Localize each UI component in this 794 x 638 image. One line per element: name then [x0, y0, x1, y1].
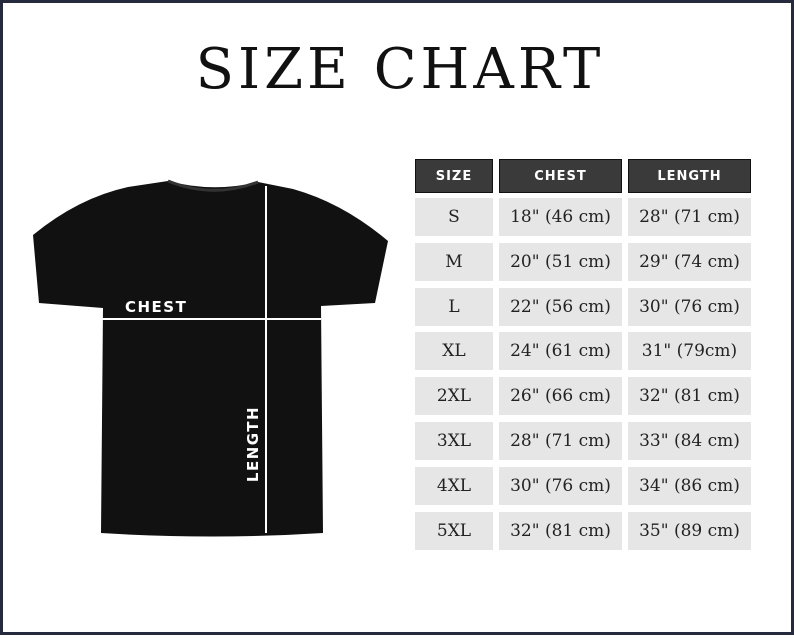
page-title: SIZE CHART: [195, 37, 605, 102]
cell-chest: 32" (81 cm): [499, 511, 622, 550]
header-length: LENGTH: [628, 159, 751, 193]
chest-label: CHEST: [125, 298, 188, 316]
cell-size: 5XL: [415, 511, 493, 550]
tshirt-shape: [33, 181, 388, 537]
cell-length: 30" (76 cm): [628, 287, 751, 326]
cell-size: 2XL: [415, 377, 493, 416]
cell-chest: 28" (71 cm): [499, 422, 622, 460]
cell-chest: 26" (66 cm): [499, 377, 622, 416]
cell-length: 32" (81 cm): [628, 377, 751, 416]
cell-length: 29" (74 cm): [628, 242, 751, 281]
header-size: SIZE: [415, 159, 493, 193]
cell-chest: 24" (61 cm): [499, 332, 622, 371]
cell-size: 3XL: [415, 422, 493, 460]
cell-length: 33" (84 cm): [628, 422, 751, 460]
cell-size: XL: [415, 332, 493, 371]
cell-length: 35" (89 cm): [628, 511, 751, 550]
cell-size: M: [415, 242, 493, 281]
cell-length: 34" (86 cm): [628, 466, 751, 505]
cell-size: L: [415, 287, 493, 326]
length-label: LENGTH: [244, 405, 262, 483]
cell-length: 28" (71 cm): [628, 198, 751, 236]
cell-chest: 20" (51 cm): [499, 242, 622, 281]
cell-chest: 22" (56 cm): [499, 287, 622, 326]
cell-size: 4XL: [415, 466, 493, 505]
header-chest: CHEST: [499, 159, 622, 193]
cell-chest: 30" (76 cm): [499, 466, 622, 505]
tshirt-illustration: [33, 179, 388, 537]
cell-size: S: [415, 198, 493, 236]
cell-chest: 18" (46 cm): [499, 198, 622, 236]
cell-length: 31" (79cm): [628, 332, 751, 371]
